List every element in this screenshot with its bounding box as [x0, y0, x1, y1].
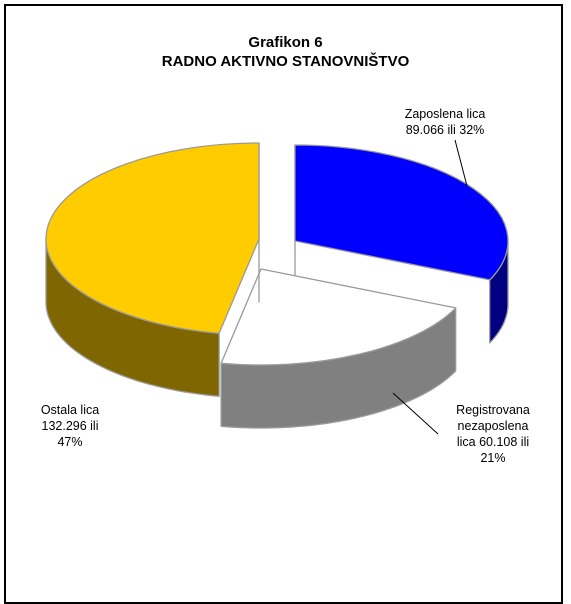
data-label-registrovana: Registrovana nezaposlena lica 60.108 ili… [456, 403, 530, 465]
pie-slice-registrovana [220, 268, 457, 366]
leader-zaposlena [454, 139, 468, 187]
data-label-zaposlena: Zaposlena lica 89.066 ili 32% [404, 107, 486, 137]
leader-registrovana [392, 392, 439, 435]
pie-slice-zaposlena [294, 144, 509, 281]
chart-title: Grafikon 6 [248, 34, 323, 51]
chart-title-block: Grafikon 6 RADNO AKTIVNO STANOVNIŠTVO [0, 33, 571, 71]
pie-slice-ostala [45, 142, 260, 334]
chart-subtitle: RADNO AKTIVNO STANOVNIŠTVO [161, 53, 410, 70]
data-label-ostala: Ostala lica 132.296 ili 47% [40, 403, 100, 449]
